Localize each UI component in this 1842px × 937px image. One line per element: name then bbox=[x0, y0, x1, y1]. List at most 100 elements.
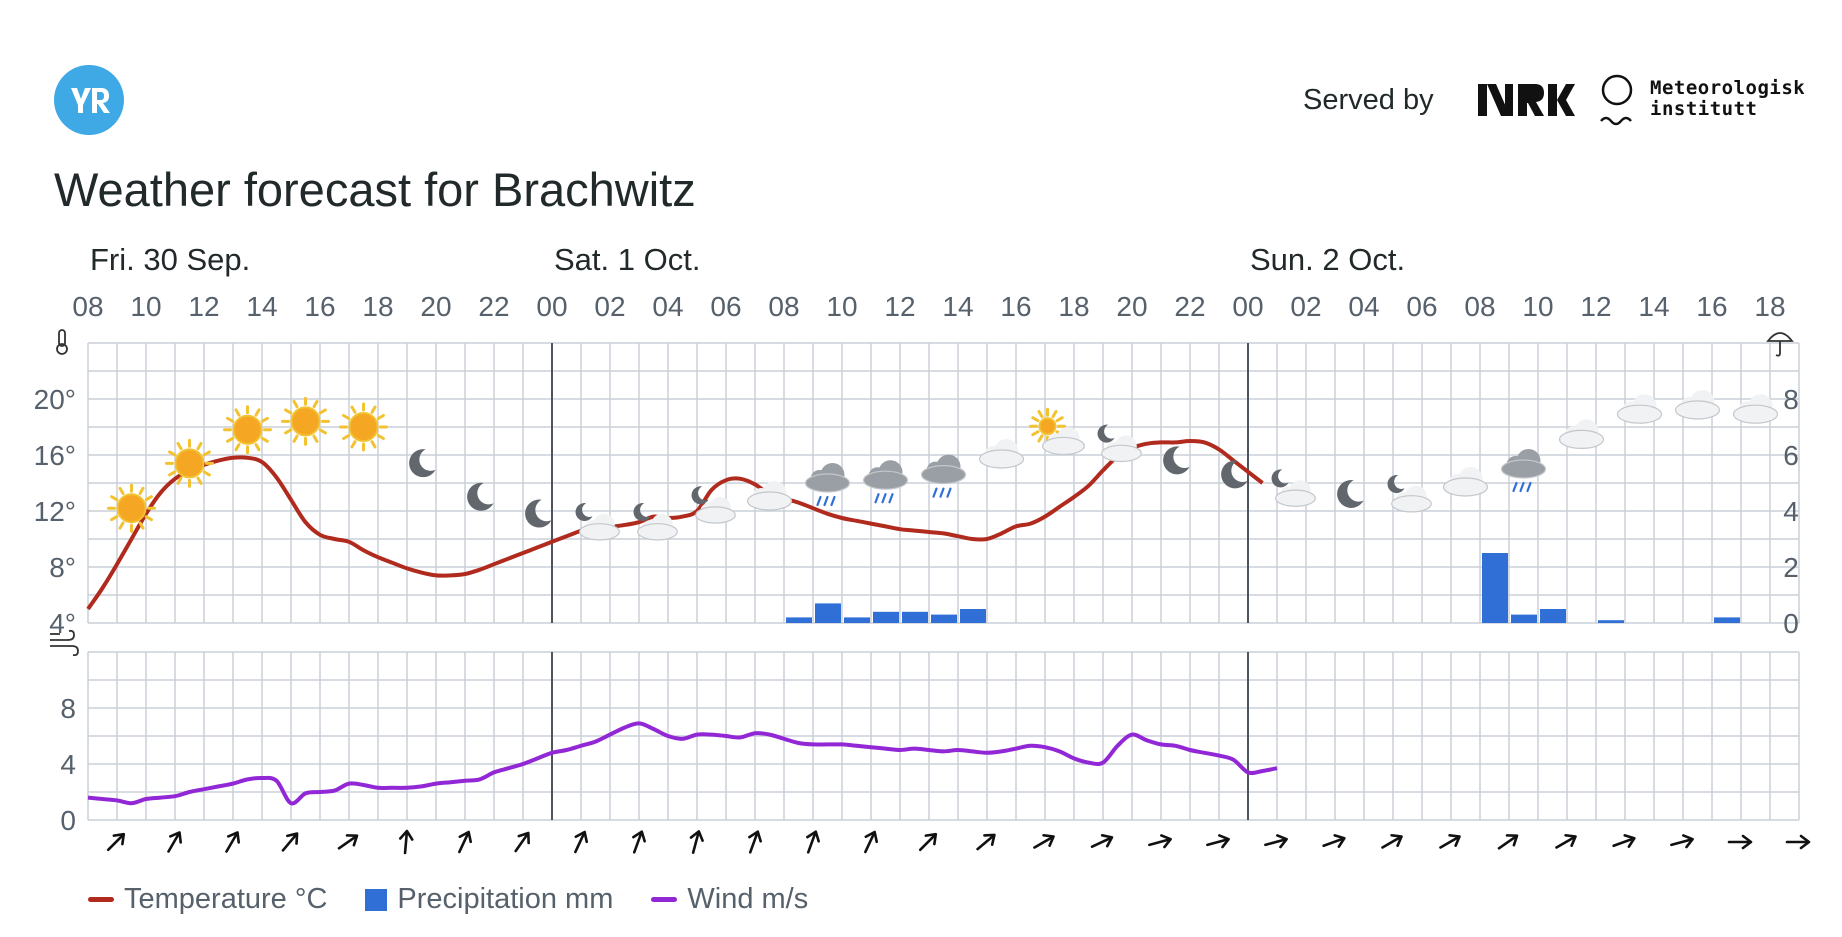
wind-arrow-icon bbox=[1090, 833, 1114, 848]
hour-label: 14 bbox=[1638, 291, 1669, 322]
hour-label: 04 bbox=[652, 291, 683, 322]
precipitation-bar bbox=[931, 614, 957, 623]
yr-logo-icon[interactable] bbox=[54, 65, 124, 135]
thermometer-icon bbox=[56, 329, 68, 355]
legend-wind-swatch bbox=[651, 897, 678, 902]
page-title: Weather forecast for Brachwitz bbox=[54, 163, 696, 216]
hour-label: 20 bbox=[420, 291, 451, 322]
wind-arrow-icon bbox=[1497, 834, 1519, 850]
hour-label: 16 bbox=[1696, 291, 1727, 322]
wind-series bbox=[87, 721, 1278, 806]
precipitation-tick-label: 4 bbox=[1783, 496, 1799, 527]
hour-label: 06 bbox=[1406, 291, 1437, 322]
moon-icon bbox=[1221, 460, 1248, 489]
sun-icon bbox=[223, 405, 272, 455]
wind-arrow-icon bbox=[1264, 834, 1288, 849]
legend-precipitation-swatch bbox=[365, 888, 388, 911]
moon-icon bbox=[467, 482, 494, 511]
wind-arrow-icon bbox=[281, 832, 299, 852]
day-label: Sun. 2 Oct. bbox=[1250, 242, 1405, 277]
hour-label: 16 bbox=[304, 291, 335, 322]
cloud-shape bbox=[804, 463, 851, 493]
temperature-tick-label: 16° bbox=[34, 440, 76, 471]
rain-cloud-icon bbox=[920, 454, 967, 498]
hour-label: 18 bbox=[1058, 291, 1089, 322]
wind-arrow-icon bbox=[225, 831, 240, 853]
cloud-shape bbox=[579, 513, 620, 541]
legend-temperature-swatch bbox=[88, 897, 114, 902]
wind-arrow-icon bbox=[1670, 834, 1694, 849]
chart-legend: Temperature °C Precipitation mm Wind m/s bbox=[88, 883, 846, 916]
sun-icon bbox=[165, 438, 214, 488]
wind-arrow-icon bbox=[458, 830, 473, 854]
wind-arrow-icon bbox=[167, 831, 182, 853]
temperature-tick-label: 8° bbox=[49, 552, 76, 583]
precipitation-tick-label: 2 bbox=[1783, 552, 1799, 583]
precipitation-bar bbox=[1482, 553, 1508, 623]
moon-cloud-icon bbox=[633, 503, 678, 541]
precipitation-bar bbox=[786, 617, 812, 623]
cloud-shape bbox=[1674, 390, 1721, 420]
cloud-icon bbox=[746, 481, 793, 511]
precipitation-tick-label: 6 bbox=[1783, 440, 1799, 471]
wind-arrow-icon bbox=[1033, 834, 1055, 849]
hour-label: 02 bbox=[1290, 291, 1321, 322]
wind-arrow-icon bbox=[1206, 834, 1230, 849]
cloud-shape bbox=[1101, 435, 1142, 463]
cloud-shape bbox=[1391, 485, 1432, 513]
axis-icons bbox=[50, 329, 1794, 657]
forecast-chart: Fri. 30 Sep. Sat. 1 Oct. Sun. 2 Oct.08 10 12… bbox=[34, 242, 1811, 855]
hour-label: 14 bbox=[246, 291, 277, 322]
nrk-logo-icon[interactable] bbox=[1478, 82, 1575, 118]
wind-arrow-icon bbox=[1381, 834, 1403, 849]
sun-icon bbox=[281, 396, 330, 446]
rain-cloud-icon bbox=[804, 463, 851, 507]
wind-line bbox=[87, 721, 1278, 806]
hour-label: 02 bbox=[594, 291, 625, 322]
hour-label: 14 bbox=[942, 291, 973, 322]
cloud-icon bbox=[978, 439, 1025, 469]
cloud-icon bbox=[1674, 390, 1721, 420]
temperature-line bbox=[86, 439, 1264, 611]
wind-arrow-icon bbox=[1555, 834, 1577, 849]
cloud-icon bbox=[1558, 419, 1605, 449]
wind-arrow-icon bbox=[748, 830, 762, 854]
precipitation-bar bbox=[902, 611, 928, 623]
moon-icon bbox=[409, 449, 436, 478]
cloud-shape bbox=[1500, 449, 1547, 479]
precipitation-tick-label: 8 bbox=[1783, 384, 1799, 415]
hour-label: 20 bbox=[1116, 291, 1147, 322]
hour-label: 08 bbox=[1464, 291, 1495, 322]
hour-label: 16 bbox=[1000, 291, 1031, 322]
day-label: Fri. 30 Sep. bbox=[90, 242, 250, 277]
wind-arrow-icon bbox=[1322, 834, 1346, 848]
legend-precipitation-label: Precipitation mm bbox=[397, 883, 614, 915]
met-name-line2: institutt bbox=[1650, 98, 1758, 120]
hour-label: 12 bbox=[188, 291, 219, 322]
cloud-shape bbox=[862, 460, 909, 490]
met-institute-logo-icon bbox=[1600, 74, 1633, 126]
moon-cloud-icon bbox=[691, 486, 736, 524]
met-name-line1: Meteorologisk bbox=[1650, 77, 1806, 99]
precipitation-bar bbox=[1714, 617, 1740, 623]
day-label: Sat. 1 Oct. bbox=[554, 242, 700, 277]
cloud-shape bbox=[1442, 467, 1489, 497]
hour-label: 04 bbox=[1348, 291, 1379, 322]
hour-label: 00 bbox=[1232, 291, 1263, 322]
legend-temperature: Temperature °C bbox=[88, 883, 327, 916]
moon-cloud-icon bbox=[1097, 424, 1142, 463]
hour-label: 18 bbox=[362, 291, 393, 322]
wind-arrow-icon bbox=[632, 830, 646, 854]
served-by-label: Served by bbox=[1303, 84, 1434, 116]
umbrella-icon bbox=[1766, 332, 1794, 357]
wind-arrow-icon bbox=[514, 831, 530, 853]
rain-cloud-icon bbox=[862, 460, 909, 504]
precipitation-bars bbox=[786, 553, 1740, 623]
met-institute-name: Meteorologisk institutt bbox=[1650, 78, 1805, 120]
wind-arrow-icon bbox=[574, 830, 589, 854]
cloud-shape bbox=[1732, 394, 1779, 424]
moon-icon bbox=[1337, 479, 1364, 508]
cloud-shape bbox=[920, 454, 967, 485]
cloud-shape bbox=[1041, 427, 1085, 456]
